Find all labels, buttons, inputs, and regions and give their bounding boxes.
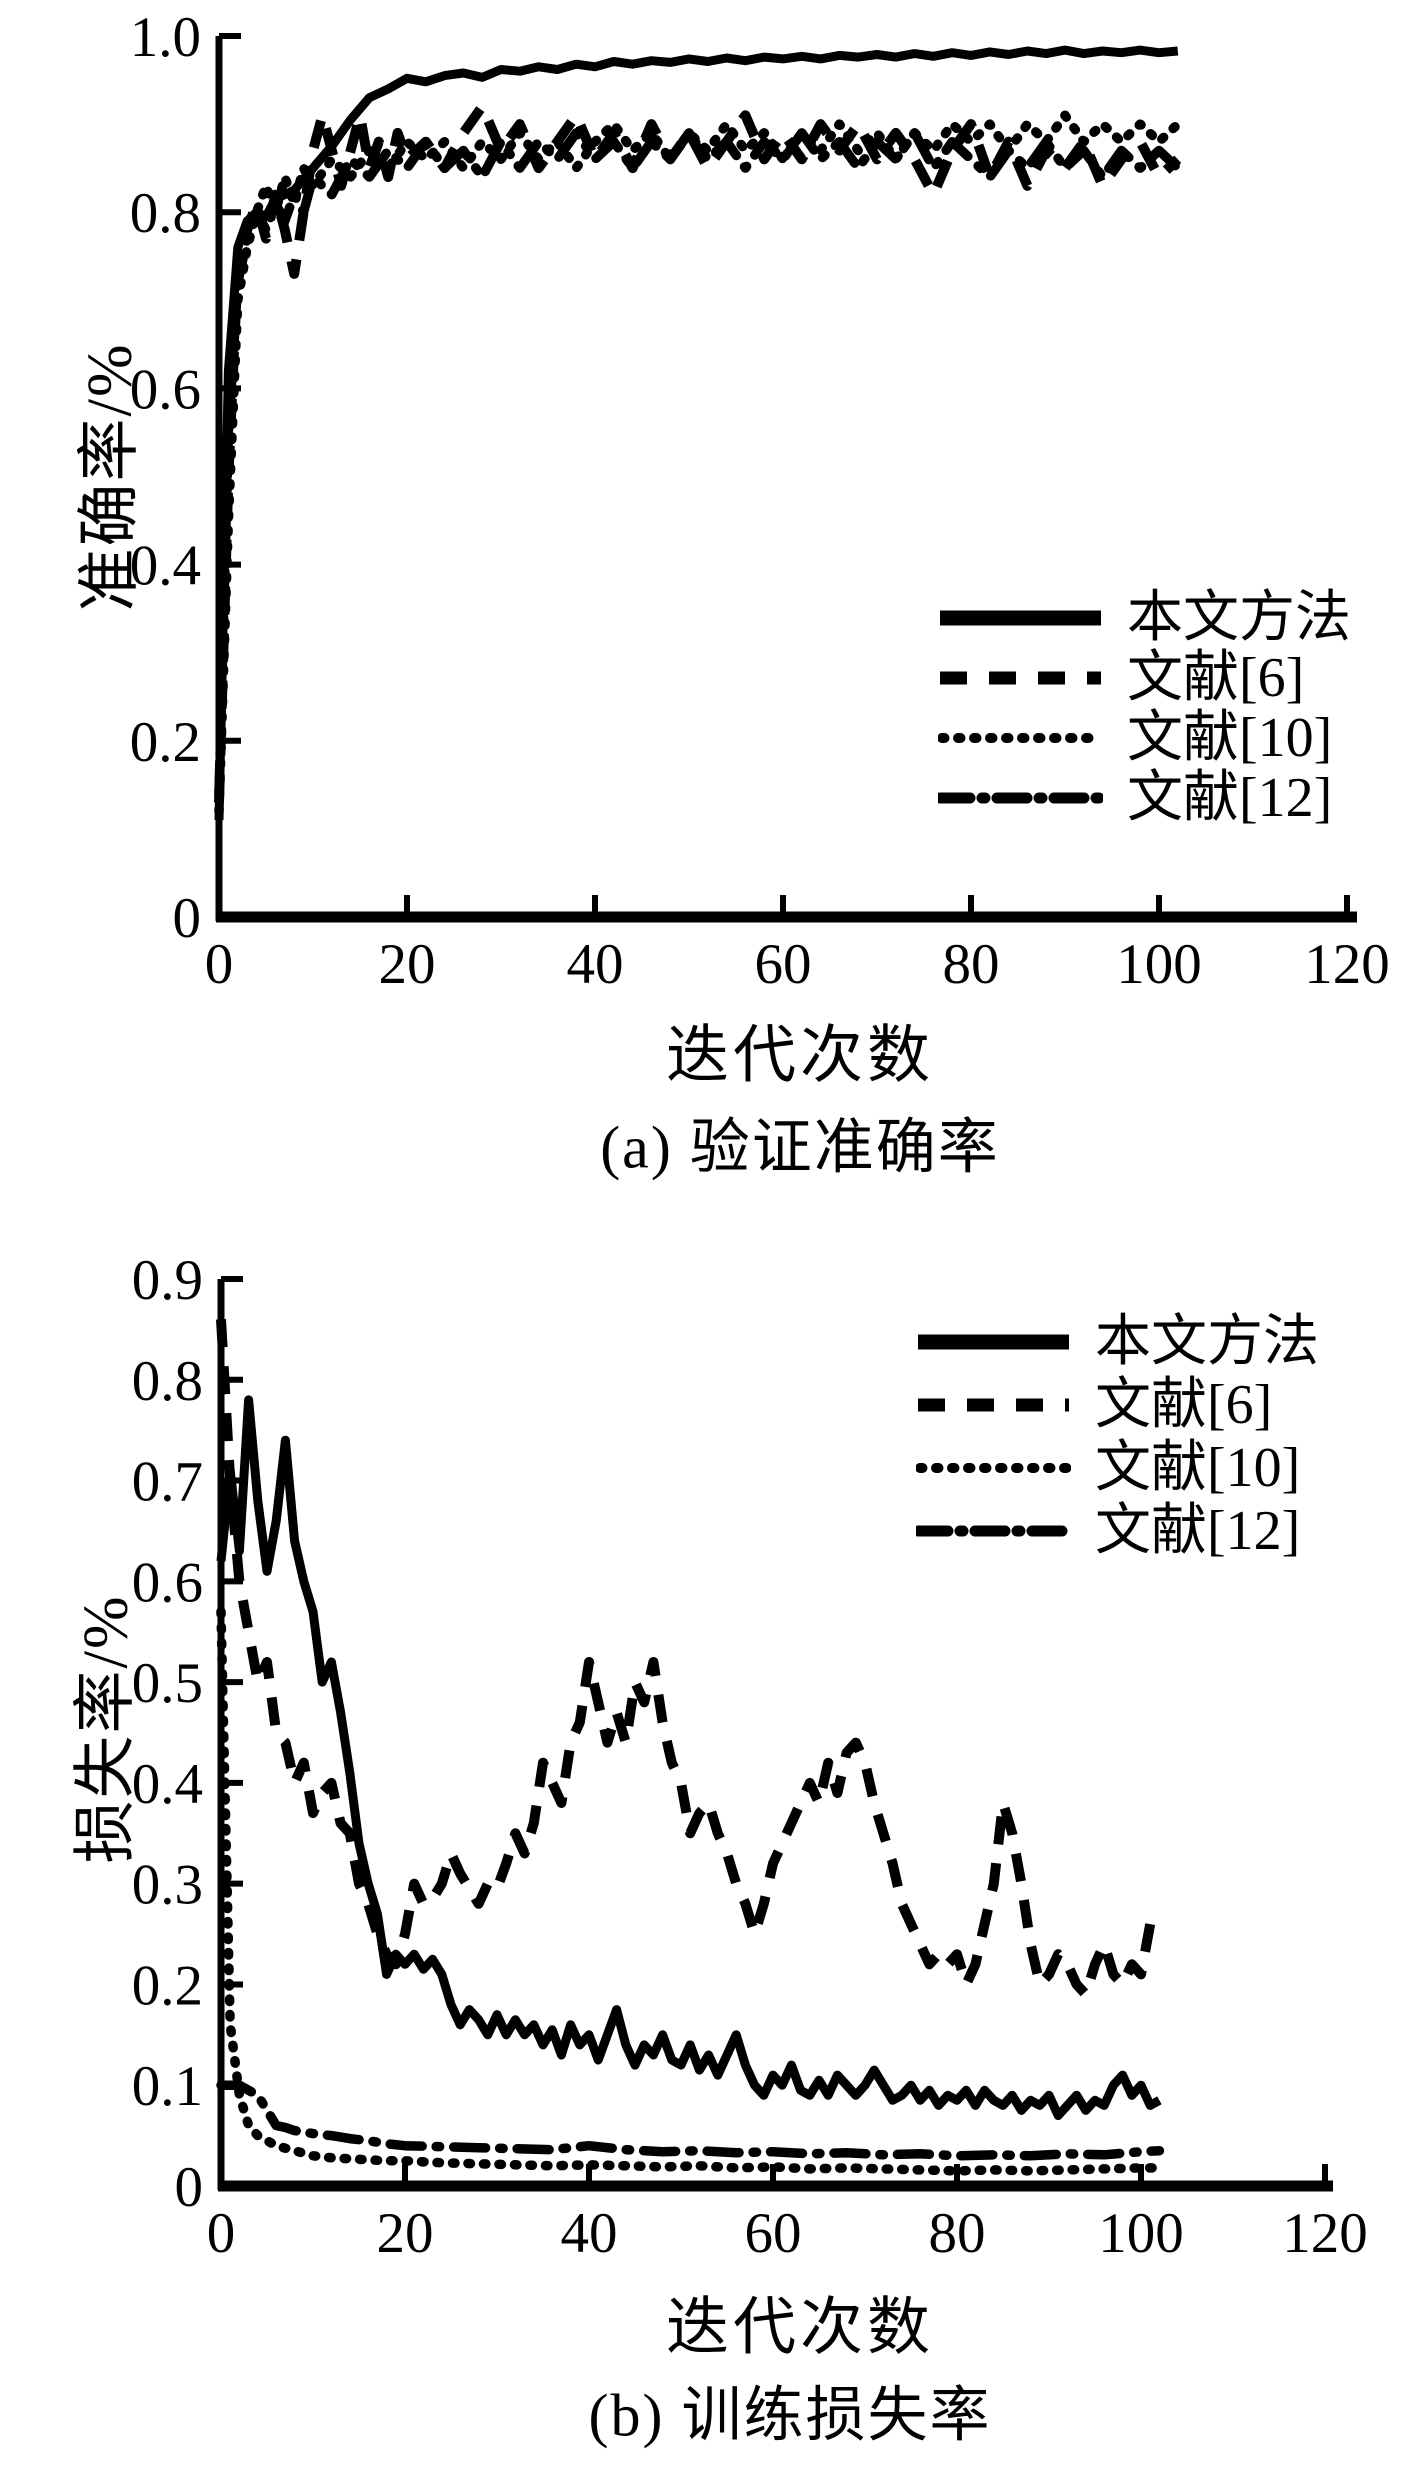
legend-item: 文献[12] <box>938 768 1351 828</box>
legend-item: 文献[6] <box>916 1373 1319 1436</box>
series-dotted-line <box>216 1606 1165 2176</box>
x-tick-label: 100 <box>1116 933 1202 996</box>
chart-b-x-axis-title: 迭代次数 <box>666 2292 934 2363</box>
chart-b-caption: (b) 训练损失率 <box>588 2382 992 2449</box>
y-tick-label: 0.4 <box>132 1753 203 1816</box>
legend-label: 文献[12] <box>1095 1499 1301 1562</box>
legend-item: 文献[6] <box>938 648 1351 708</box>
x-tick-label: 0 <box>205 933 234 996</box>
x-tick-label: 60 <box>745 2202 802 2265</box>
chart-a-legend: 本文方法 文献[6] 文献[10] 文献[12] <box>938 588 1351 828</box>
y-tick-label: 0.7 <box>132 1451 203 1514</box>
y-tick-label: 0.8 <box>132 1350 203 1413</box>
x-tick-label: 40 <box>567 933 624 996</box>
chart-b-legend: 本文方法 文献[6] 文献[10] 文献[12] <box>916 1310 1319 1562</box>
solid-line-icon <box>918 1334 1069 1349</box>
y-tick-label: 0 <box>173 887 202 950</box>
legend-label: 文献[12] <box>1127 767 1333 829</box>
y-tick-label: 0.1 <box>132 2055 203 2118</box>
series-dashdot-line <box>216 2080 1165 2161</box>
legend-item: 本文方法 <box>938 588 1351 648</box>
y-tick-label: 0.4 <box>130 535 201 598</box>
legend-item: 本文方法 <box>916 1310 1319 1373</box>
y-tick-label: 0.8 <box>130 182 201 245</box>
solid-line-icon <box>940 610 1101 626</box>
series-solid-line <box>216 1395 1162 2120</box>
series-solid-line <box>214 45 1179 821</box>
y-tick-label: 0.9 <box>132 1249 203 1312</box>
x-tick-label: 0 <box>207 2202 236 2265</box>
legend-label: 文献[10] <box>1095 1436 1301 1499</box>
dashed-line-icon <box>940 671 1101 685</box>
dotted-line-icon <box>916 1462 1071 1473</box>
dashed-line-icon <box>918 1398 1069 1411</box>
x-tick-label: 80 <box>929 2202 986 2265</box>
legend-label: 本文方法 <box>1127 587 1351 649</box>
x-tick-label: 20 <box>377 2202 434 2265</box>
legend-item: 文献[10] <box>916 1436 1319 1499</box>
y-tick-label: 0.6 <box>130 358 201 421</box>
chart-b-y-axis-title: 损失率/% <box>70 1594 141 1864</box>
x-tick-label: 120 <box>1282 2202 1368 2265</box>
chart-a-y-axis-title: 准确率/% <box>74 342 145 612</box>
y-tick-label: 0 <box>175 2156 204 2219</box>
x-tick-label: 80 <box>943 933 1000 996</box>
y-tick-label: 0.2 <box>132 1954 203 2017</box>
y-tick-label: 0.3 <box>132 1854 203 1917</box>
legend-label: 文献[6] <box>1095 1373 1273 1436</box>
series-dashed-line <box>214 101 1182 803</box>
dashdot-line-icon <box>938 792 1103 804</box>
x-tick-label: 40 <box>561 2202 618 2265</box>
dotted-line-icon <box>938 733 1103 743</box>
legend-label: 文献[6] <box>1127 647 1305 709</box>
series-dashed-line <box>216 1319 1164 2000</box>
x-tick-label: 60 <box>755 933 812 996</box>
legend-label: 文献[10] <box>1127 707 1333 769</box>
chart-a-caption: (a) 验证准确率 <box>600 1114 1000 1181</box>
dashdot-line-icon <box>916 1525 1071 1536</box>
chart-a-x-axis-title: 迭代次数 <box>666 1020 934 1091</box>
legend-label: 本文方法 <box>1095 1310 1319 1373</box>
legend-item: 文献[10] <box>938 708 1351 768</box>
legend-item: 文献[12] <box>916 1499 1319 1562</box>
y-tick-label: 0.6 <box>132 1551 203 1614</box>
x-tick-label: 120 <box>1304 933 1390 996</box>
x-tick-label: 20 <box>379 933 436 996</box>
y-tick-label: 0.2 <box>130 711 201 774</box>
y-tick-label: 1.0 <box>130 6 201 69</box>
x-tick-label: 100 <box>1098 2202 1184 2265</box>
y-tick-label: 0.5 <box>132 1652 203 1715</box>
